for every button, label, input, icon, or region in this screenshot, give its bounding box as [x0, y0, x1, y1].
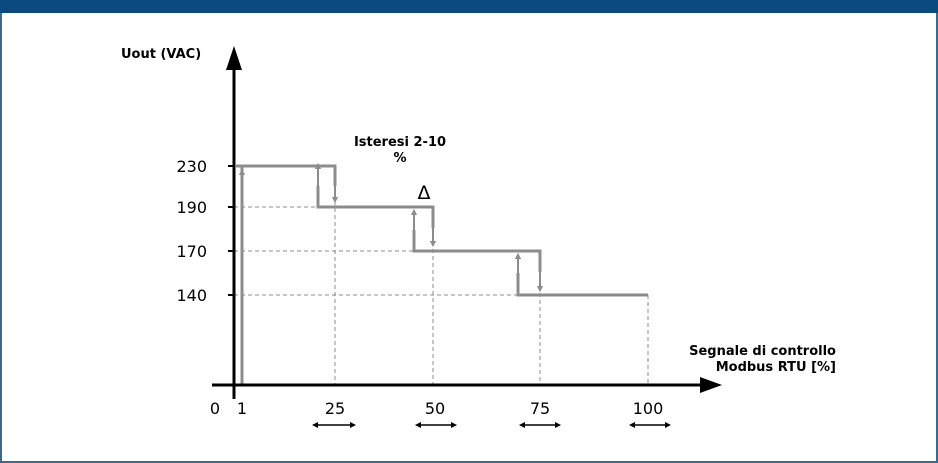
hysteresis-label-line2: % — [393, 151, 406, 166]
step-230 — [236, 166, 335, 186]
x-axis-title-line1: Segnale di controllo — [689, 344, 836, 359]
y-tick-label-190: 190 — [176, 198, 207, 217]
x-tick-label-100: 100 — [633, 399, 664, 418]
y-tick-label-140: 140 — [176, 286, 207, 305]
x-tick-label-1: 1 — [237, 399, 247, 418]
x-axis-title-line2: Modbus RTU [%] — [716, 360, 836, 375]
origin-label: 0 — [210, 399, 220, 418]
step-curve — [236, 166, 648, 385]
y-tick-label-230: 230 — [176, 157, 207, 176]
hysteresis-label-line1: Isteresi 2-10 — [354, 135, 446, 150]
y-axis-title: Uout (VAC) — [121, 47, 201, 62]
guide-lines — [234, 166, 648, 385]
x-tick-label-25: 25 — [325, 399, 345, 418]
x-tick-label-75: 75 — [530, 399, 550, 418]
hysteresis-arrows — [242, 166, 540, 289]
step-140 — [518, 273, 648, 295]
x-tick-label-50: 50 — [425, 399, 445, 418]
y-tick-label-170: 170 — [176, 242, 207, 261]
y-axis-arrowhead — [226, 46, 242, 70]
delta-symbol: Δ — [418, 182, 431, 204]
x-axis-arrowhead — [700, 377, 722, 393]
